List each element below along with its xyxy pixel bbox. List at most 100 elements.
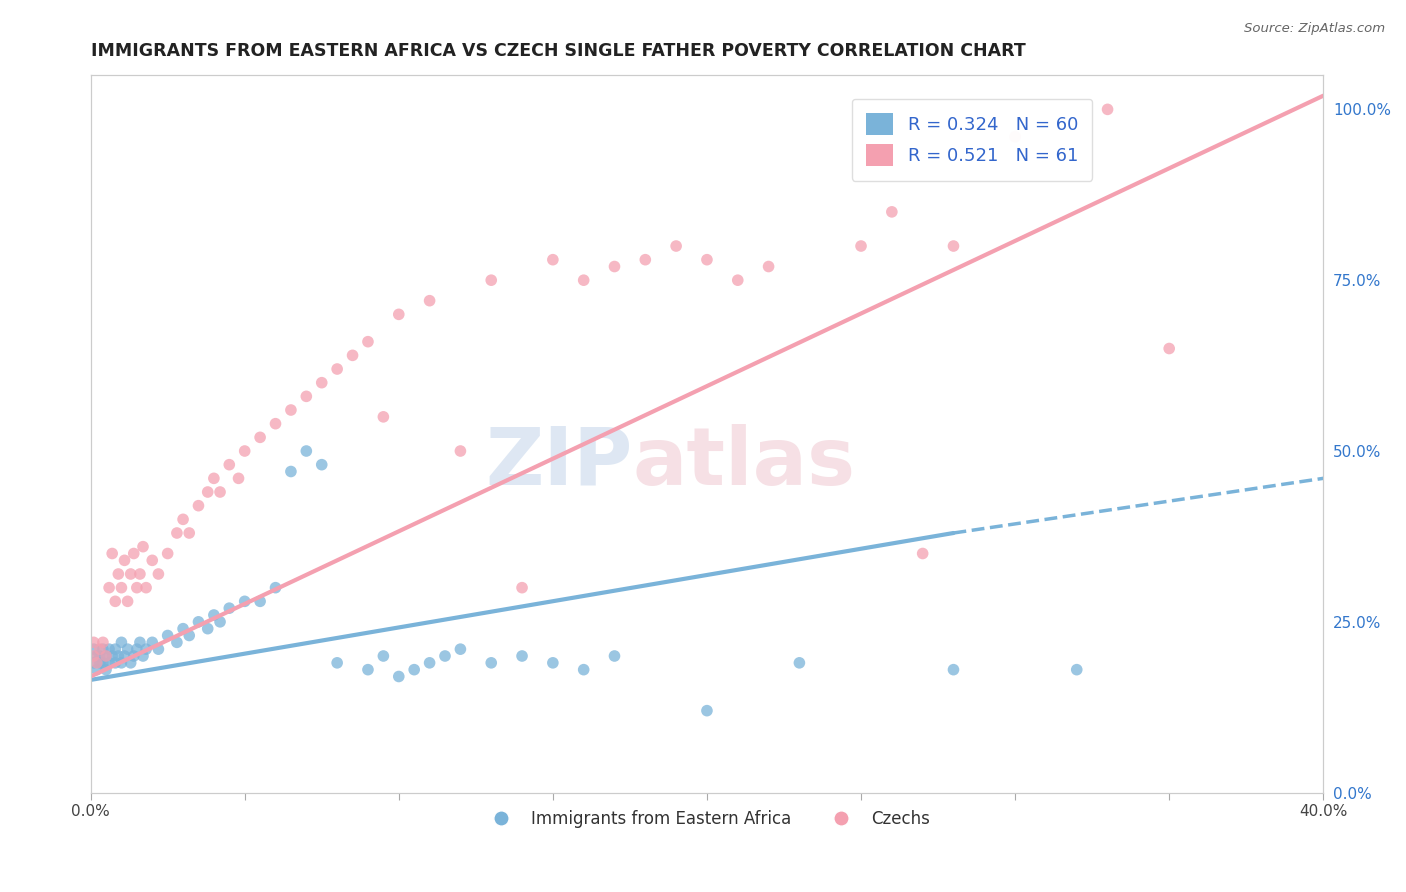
Point: [404, 663, 426, 677]
Point: [911, 547, 934, 561]
Point: [132, 540, 155, 554]
Point: [789, 656, 811, 670]
Point: [187, 499, 209, 513]
Point: [101, 547, 124, 561]
Point: [187, 615, 209, 629]
Point: [86, 648, 108, 663]
Point: [295, 389, 318, 403]
Point: [233, 594, 256, 608]
Point: [132, 648, 155, 663]
Point: [172, 622, 194, 636]
Point: [98, 656, 121, 670]
Point: [1097, 103, 1119, 117]
Point: [373, 409, 395, 424]
Point: [311, 376, 333, 390]
Point: [120, 656, 142, 670]
Point: [209, 615, 232, 629]
Point: [942, 663, 965, 677]
Point: [541, 252, 564, 267]
Point: [434, 648, 457, 663]
Point: [156, 628, 179, 642]
Text: Source: ZipAtlas.com: Source: ZipAtlas.com: [1244, 22, 1385, 36]
Point: [83, 648, 105, 663]
Point: [634, 252, 657, 267]
Point: [101, 648, 124, 663]
Point: [373, 648, 395, 663]
Point: [233, 444, 256, 458]
Point: [110, 635, 132, 649]
Point: [541, 656, 564, 670]
Point: [419, 656, 441, 670]
Point: [148, 642, 170, 657]
Legend: Immigrants from Eastern Africa, Czechs: Immigrants from Eastern Africa, Czechs: [478, 803, 936, 835]
Point: [135, 581, 157, 595]
Point: [110, 581, 132, 595]
Point: [572, 663, 595, 677]
Point: [197, 485, 219, 500]
Point: [83, 635, 105, 649]
Point: [665, 239, 688, 253]
Point: [104, 642, 127, 657]
Point: [280, 403, 302, 417]
Point: [89, 656, 111, 670]
Point: [264, 417, 287, 431]
Point: [156, 547, 179, 561]
Point: [326, 656, 349, 670]
Text: ZIP: ZIP: [485, 424, 633, 501]
Point: [104, 594, 127, 608]
Point: [166, 635, 188, 649]
Point: [86, 656, 108, 670]
Point: [218, 458, 240, 472]
Point: [419, 293, 441, 308]
Point: [1159, 342, 1181, 356]
Point: [107, 648, 129, 663]
Point: [83, 656, 105, 670]
Point: [603, 260, 626, 274]
Point: [114, 553, 136, 567]
Point: [295, 444, 318, 458]
Point: [197, 622, 219, 636]
Point: [388, 669, 411, 683]
Point: [1004, 129, 1026, 144]
Point: [449, 642, 471, 657]
Point: [696, 704, 718, 718]
Point: [357, 334, 380, 349]
Point: [110, 656, 132, 670]
Point: [202, 471, 225, 485]
Point: [880, 205, 903, 219]
Point: [120, 567, 142, 582]
Point: [125, 581, 148, 595]
Point: [209, 485, 232, 500]
Point: [727, 273, 749, 287]
Point: [117, 594, 139, 608]
Point: [849, 239, 872, 253]
Point: [357, 663, 380, 677]
Point: [117, 642, 139, 657]
Point: [94, 648, 117, 663]
Point: [135, 642, 157, 657]
Point: [572, 273, 595, 287]
Point: [202, 607, 225, 622]
Point: [141, 635, 163, 649]
Point: [942, 239, 965, 253]
Point: [122, 648, 145, 663]
Point: [603, 648, 626, 663]
Point: [122, 547, 145, 561]
Point: [249, 594, 271, 608]
Point: [91, 635, 114, 649]
Point: [758, 260, 780, 274]
Point: [1066, 663, 1088, 677]
Point: [449, 444, 471, 458]
Point: [510, 581, 533, 595]
Point: [249, 430, 271, 444]
Point: [89, 642, 111, 657]
Point: [696, 252, 718, 267]
Point: [388, 307, 411, 321]
Point: [125, 642, 148, 657]
Point: [104, 656, 127, 670]
Point: [86, 663, 108, 677]
Point: [280, 465, 302, 479]
Point: [94, 648, 117, 663]
Point: [179, 526, 201, 541]
Point: [342, 348, 364, 362]
